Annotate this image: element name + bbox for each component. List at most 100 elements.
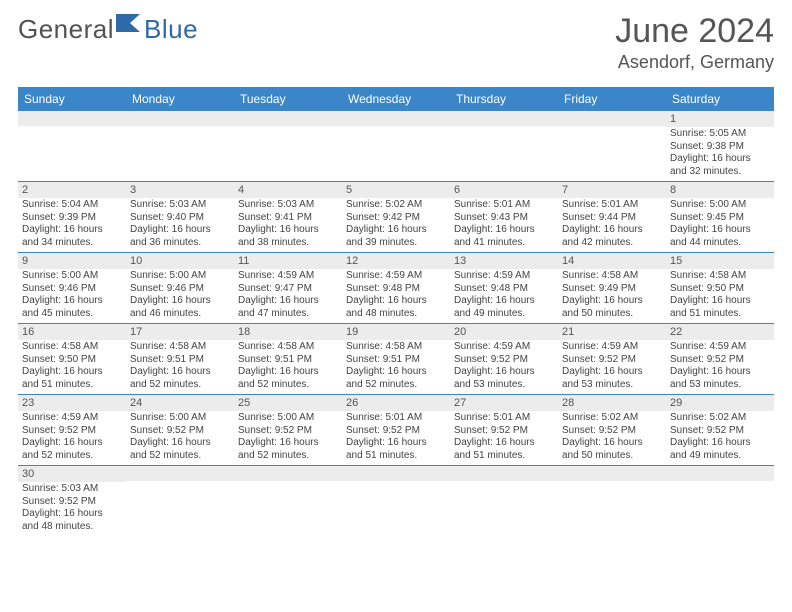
calendar-week-row: 9Sunrise: 5:00 AMSunset: 9:46 PMDaylight…	[18, 253, 774, 324]
day-number: 12	[342, 253, 450, 269]
calendar-day-cell: 20Sunrise: 4:59 AMSunset: 9:52 PMDayligh…	[450, 324, 558, 395]
calendar-week-row: 30Sunrise: 5:03 AMSunset: 9:52 PMDayligh…	[18, 466, 774, 537]
day-details: Sunrise: 4:59 AMSunset: 9:48 PMDaylight:…	[450, 269, 558, 323]
calendar-day-cell: 26Sunrise: 5:01 AMSunset: 9:52 PMDayligh…	[342, 395, 450, 466]
calendar-day-cell: 6Sunrise: 5:01 AMSunset: 9:43 PMDaylight…	[450, 182, 558, 253]
weekday-header: Thursday	[450, 87, 558, 111]
day-number	[126, 111, 234, 126]
day-number: 1	[666, 111, 774, 127]
day-details: Sunrise: 4:58 AMSunset: 9:49 PMDaylight:…	[558, 269, 666, 323]
day-number: 3	[126, 182, 234, 198]
calendar-day-cell: 13Sunrise: 4:59 AMSunset: 9:48 PMDayligh…	[450, 253, 558, 324]
day-number: 17	[126, 324, 234, 340]
day-number: 18	[234, 324, 342, 340]
calendar-day-cell: 3Sunrise: 5:03 AMSunset: 9:40 PMDaylight…	[126, 182, 234, 253]
calendar-day-cell: 27Sunrise: 5:01 AMSunset: 9:52 PMDayligh…	[450, 395, 558, 466]
day-details: Sunrise: 4:58 AMSunset: 9:50 PMDaylight:…	[18, 340, 126, 394]
calendar-day-cell: 21Sunrise: 4:59 AMSunset: 9:52 PMDayligh…	[558, 324, 666, 395]
day-number	[342, 111, 450, 126]
day-details: Sunrise: 4:58 AMSunset: 9:51 PMDaylight:…	[126, 340, 234, 394]
day-details: Sunrise: 4:58 AMSunset: 9:51 PMDaylight:…	[234, 340, 342, 394]
calendar-day-cell: 8Sunrise: 5:00 AMSunset: 9:45 PMDaylight…	[666, 182, 774, 253]
day-number: 10	[126, 253, 234, 269]
day-details: Sunrise: 5:00 AMSunset: 9:52 PMDaylight:…	[234, 411, 342, 465]
weekday-header: Friday	[558, 87, 666, 111]
day-number: 4	[234, 182, 342, 198]
day-number	[558, 111, 666, 126]
day-number: 7	[558, 182, 666, 198]
day-number: 8	[666, 182, 774, 198]
day-details: Sunrise: 4:59 AMSunset: 9:48 PMDaylight:…	[342, 269, 450, 323]
calendar-day-cell	[342, 111, 450, 182]
calendar-day-cell	[18, 111, 126, 182]
calendar-day-cell	[126, 466, 234, 537]
weekday-header-row: Sunday Monday Tuesday Wednesday Thursday…	[18, 87, 774, 111]
day-number: 23	[18, 395, 126, 411]
day-number	[450, 111, 558, 126]
day-details: Sunrise: 5:00 AMSunset: 9:52 PMDaylight:…	[126, 411, 234, 465]
calendar-day-cell	[234, 466, 342, 537]
calendar-day-cell: 25Sunrise: 5:00 AMSunset: 9:52 PMDayligh…	[234, 395, 342, 466]
day-number: 20	[450, 324, 558, 340]
day-number: 21	[558, 324, 666, 340]
day-number: 27	[450, 395, 558, 411]
day-number: 13	[450, 253, 558, 269]
day-number	[666, 466, 774, 481]
calendar-day-cell	[558, 111, 666, 182]
brand-text-1: General	[18, 14, 114, 45]
day-number: 6	[450, 182, 558, 198]
calendar-day-cell: 15Sunrise: 4:58 AMSunset: 9:50 PMDayligh…	[666, 253, 774, 324]
day-details: Sunrise: 5:03 AMSunset: 9:41 PMDaylight:…	[234, 198, 342, 252]
day-number: 26	[342, 395, 450, 411]
day-details: Sunrise: 5:02 AMSunset: 9:52 PMDaylight:…	[558, 411, 666, 465]
calendar-day-cell: 17Sunrise: 4:58 AMSunset: 9:51 PMDayligh…	[126, 324, 234, 395]
brand-text-2: Blue	[144, 14, 198, 45]
calendar-day-cell	[234, 111, 342, 182]
calendar-day-cell: 4Sunrise: 5:03 AMSunset: 9:41 PMDaylight…	[234, 182, 342, 253]
calendar-week-row: 2Sunrise: 5:04 AMSunset: 9:39 PMDaylight…	[18, 182, 774, 253]
flag-icon	[116, 12, 144, 39]
calendar-day-cell: 2Sunrise: 5:04 AMSunset: 9:39 PMDaylight…	[18, 182, 126, 253]
calendar-table: Sunday Monday Tuesday Wednesday Thursday…	[18, 87, 774, 536]
day-number	[450, 466, 558, 481]
day-number	[234, 111, 342, 126]
day-number: 25	[234, 395, 342, 411]
calendar-day-cell	[666, 466, 774, 537]
calendar-day-cell: 11Sunrise: 4:59 AMSunset: 9:47 PMDayligh…	[234, 253, 342, 324]
day-number	[234, 466, 342, 481]
calendar-week-row: 16Sunrise: 4:58 AMSunset: 9:50 PMDayligh…	[18, 324, 774, 395]
day-details: Sunrise: 5:05 AMSunset: 9:38 PMDaylight:…	[666, 127, 774, 181]
weekday-header: Sunday	[18, 87, 126, 111]
calendar-day-cell: 23Sunrise: 4:59 AMSunset: 9:52 PMDayligh…	[18, 395, 126, 466]
calendar-day-cell: 14Sunrise: 4:58 AMSunset: 9:49 PMDayligh…	[558, 253, 666, 324]
day-number: 24	[126, 395, 234, 411]
header: General Blue June 2024 Asendorf, Germany	[18, 12, 774, 73]
day-details: Sunrise: 4:59 AMSunset: 9:52 PMDaylight:…	[450, 340, 558, 394]
day-details: Sunrise: 5:00 AMSunset: 9:46 PMDaylight:…	[126, 269, 234, 323]
day-details: Sunrise: 5:02 AMSunset: 9:42 PMDaylight:…	[342, 198, 450, 252]
day-details: Sunrise: 5:04 AMSunset: 9:39 PMDaylight:…	[18, 198, 126, 252]
day-details: Sunrise: 5:01 AMSunset: 9:52 PMDaylight:…	[450, 411, 558, 465]
location-subtitle: Asendorf, Germany	[615, 52, 774, 73]
day-number: 22	[666, 324, 774, 340]
day-details: Sunrise: 5:01 AMSunset: 9:52 PMDaylight:…	[342, 411, 450, 465]
day-details: Sunrise: 5:00 AMSunset: 9:46 PMDaylight:…	[18, 269, 126, 323]
day-details: Sunrise: 5:03 AMSunset: 9:40 PMDaylight:…	[126, 198, 234, 252]
day-number	[126, 466, 234, 481]
day-details: Sunrise: 5:01 AMSunset: 9:44 PMDaylight:…	[558, 198, 666, 252]
weekday-header: Wednesday	[342, 87, 450, 111]
calendar-day-cell: 28Sunrise: 5:02 AMSunset: 9:52 PMDayligh…	[558, 395, 666, 466]
weekday-header: Saturday	[666, 87, 774, 111]
brand-logo: General Blue	[18, 14, 198, 45]
calendar-day-cell: 29Sunrise: 5:02 AMSunset: 9:52 PMDayligh…	[666, 395, 774, 466]
month-title: June 2024	[615, 12, 774, 51]
day-number: 15	[666, 253, 774, 269]
day-details: Sunrise: 4:58 AMSunset: 9:50 PMDaylight:…	[666, 269, 774, 323]
calendar-day-cell	[126, 111, 234, 182]
day-number: 30	[18, 466, 126, 482]
day-number: 16	[18, 324, 126, 340]
day-number	[342, 466, 450, 481]
day-details: Sunrise: 4:59 AMSunset: 9:47 PMDaylight:…	[234, 269, 342, 323]
day-details: Sunrise: 4:59 AMSunset: 9:52 PMDaylight:…	[18, 411, 126, 465]
day-details: Sunrise: 5:00 AMSunset: 9:45 PMDaylight:…	[666, 198, 774, 252]
